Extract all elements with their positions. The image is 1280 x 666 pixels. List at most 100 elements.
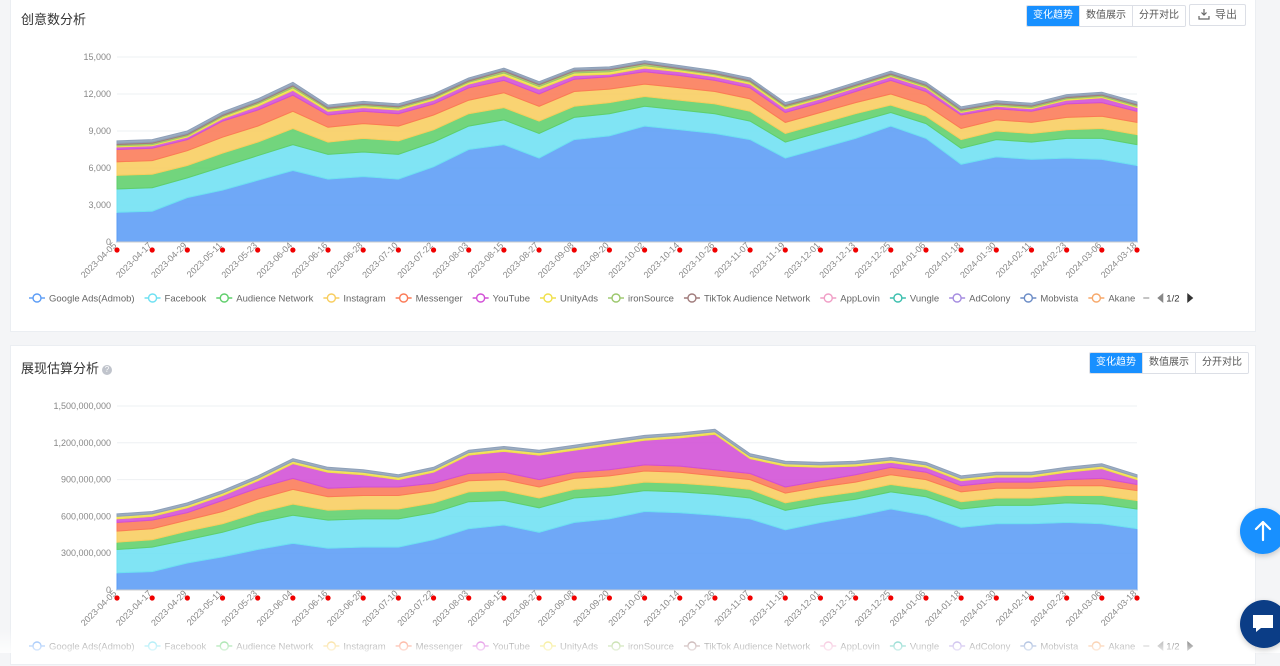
- legend-label: AppLovin: [840, 642, 880, 653]
- x-tick-label: 2024-01-06: [888, 588, 928, 628]
- event-marker: [712, 595, 718, 601]
- legend-item-instagram[interactable]: Instagram: [323, 293, 386, 305]
- x-tick-label: 2024-01-30: [958, 240, 998, 280]
- legend-next-icon[interactable]: [1187, 641, 1194, 651]
- legend-marker: [611, 641, 621, 651]
- legend-item-ironsource[interactable]: ironSource: [608, 641, 674, 653]
- legend-next-icon[interactable]: [1187, 293, 1194, 303]
- x-tick-label: 2023-11-07: [712, 240, 751, 279]
- legend-label: ironSource: [628, 294, 674, 305]
- event-marker: [853, 247, 859, 253]
- event-marker: [712, 247, 718, 253]
- event-marker: [360, 595, 366, 601]
- x-tick-label: 2023-09-08: [536, 240, 576, 280]
- legend-marker: [1091, 641, 1102, 651]
- x-tick-label: 2023-06-04: [255, 240, 295, 280]
- legend-item-adcolony[interactable]: AdColony: [949, 293, 1011, 305]
- x-tick-label: 2024-03-18: [1099, 240, 1139, 280]
- legend-item-vungle[interactable]: Vungle: [889, 641, 939, 653]
- legend-label: ironSource: [628, 642, 674, 653]
- split-compare-button[interactable]: 分开对比: [1132, 6, 1185, 26]
- trend-button[interactable]: 变化趋势: [1027, 6, 1079, 26]
- legend-prev-icon[interactable]: [1157, 641, 1164, 651]
- x-tick-label: 2024-02-23: [1028, 240, 1068, 280]
- back-to-top-button[interactable]: [1240, 508, 1280, 554]
- legend-item-google-ads-admob-[interactable]: Google Ads(Admob): [29, 641, 135, 653]
- x-tick-label: 2023-08-27: [501, 240, 541, 280]
- x-tick-label: 2023-07-22: [395, 240, 435, 280]
- legend-item-facebook[interactable]: Facebook: [144, 641, 207, 653]
- legend-label: YouTube: [493, 642, 530, 653]
- event-marker: [184, 595, 190, 601]
- event-marker: [817, 247, 824, 253]
- chat-support-button[interactable]: [1240, 600, 1280, 648]
- split-compare-button[interactable]: 分开对比: [1195, 353, 1248, 373]
- impression-estimate-chart: 0 300,000,000 600,000,000 900,000,000 1,200,…: [29, 401, 1194, 653]
- legend-item-facebook[interactable]: Facebook: [144, 293, 207, 305]
- legend-item-google-ads-admob-[interactable]: Google Ads(Admob): [29, 293, 135, 305]
- legend-item-instagram[interactable]: Instagram: [323, 641, 386, 653]
- legend-item-messenger[interactable]: Messenger: [395, 293, 463, 305]
- legend-label: UnityAds: [560, 294, 598, 305]
- legend-item-akane[interactable]: Akane: [1088, 641, 1135, 653]
- legend-item-applovin[interactable]: AppLovin: [820, 641, 880, 653]
- legend-label: Google Ads(Admob): [49, 294, 135, 305]
- legend-item-akane[interactable]: Akane: [1088, 293, 1135, 305]
- legend-item-mobvista[interactable]: Mobvista: [1020, 641, 1079, 653]
- help-icon[interactable]: ?: [102, 365, 113, 375]
- legend-label: YouTube: [493, 294, 530, 305]
- x-tick-label: 2023-06-16: [290, 240, 330, 280]
- legend-prev-icon[interactable]: [1157, 293, 1164, 303]
- event-marker: [184, 247, 190, 253]
- event-marker: [958, 595, 964, 601]
- legend-marker: [543, 293, 553, 303]
- legend-label: Akane: [1108, 642, 1135, 653]
- legend-item-tiktok-audience-network[interactable]: TikTok Audience Network: [683, 293, 811, 305]
- creative-count-panel: 创意数分析 变化趋势 数值展示 分开对比 导出 0 3,000 6,000 9,000…: [10, 0, 1256, 332]
- legend-label: Instagram: [343, 642, 385, 653]
- legend-marker: [893, 641, 903, 651]
- x-tick-label: 2023-08-03: [431, 240, 471, 280]
- legend-item-youtube[interactable]: YouTube: [472, 641, 530, 653]
- y-tick-label: 3,000: [88, 200, 111, 210]
- legend-item-audience-network[interactable]: Audience Network: [216, 641, 314, 653]
- x-tick-label: 2023-04-17: [114, 240, 154, 280]
- legend-label: TikTok Audience Network: [704, 642, 811, 653]
- legend-marker: [147, 293, 158, 303]
- x-tick-label: 2023-04-05: [79, 588, 119, 628]
- event-marker: [782, 595, 788, 601]
- legend-item-mobvista[interactable]: Mobvista: [1020, 293, 1079, 305]
- legend-item-ironsource[interactable]: ironSource: [608, 293, 674, 305]
- event-marker: [360, 247, 366, 253]
- legend-item-messenger[interactable]: Messenger: [395, 641, 463, 653]
- x-tick-label: 2023-05-11: [185, 240, 224, 279]
- export-button[interactable]: 导出: [1189, 4, 1246, 26]
- x-tick-label: 2023-09-20: [571, 588, 611, 628]
- x-tick-label: 2023-06-16: [290, 588, 330, 628]
- x-tick-label: 2023-08-03: [431, 588, 471, 628]
- event-marker: [606, 595, 613, 601]
- legend-marker: [475, 641, 486, 651]
- legend-marker: [32, 641, 42, 651]
- legend-item-vungle[interactable]: Vungle: [889, 293, 939, 305]
- value-display-button[interactable]: 数值展示: [1079, 6, 1132, 26]
- legend-item-adcolony[interactable]: AdColony: [949, 641, 1011, 653]
- legend-item-unityads[interactable]: UnityAds: [539, 293, 598, 305]
- legend-label: Mobvista: [1040, 294, 1079, 305]
- event-marker: [677, 247, 683, 253]
- legend-label: AppLovin: [840, 294, 880, 305]
- trend-button[interactable]: 变化趋势: [1090, 353, 1142, 373]
- x-tick-label: 2024-02-11: [994, 240, 1033, 279]
- legend-item-applovin[interactable]: AppLovin: [820, 293, 880, 305]
- legend-item-youtube[interactable]: YouTube: [472, 293, 530, 305]
- value-display-button[interactable]: 数值展示: [1142, 353, 1195, 373]
- legend-marker: [1091, 293, 1102, 303]
- event-marker: [993, 247, 999, 253]
- event-marker: [888, 247, 894, 253]
- event-marker: [290, 247, 296, 253]
- export-label: 导出: [1215, 9, 1237, 21]
- legend-item-unityads[interactable]: UnityAds: [539, 641, 598, 653]
- legend-item-tiktok-audience-network[interactable]: TikTok Audience Network: [683, 641, 811, 653]
- legend-label: UnityAds: [560, 642, 598, 653]
- legend-item-audience-network[interactable]: Audience Network: [216, 293, 314, 305]
